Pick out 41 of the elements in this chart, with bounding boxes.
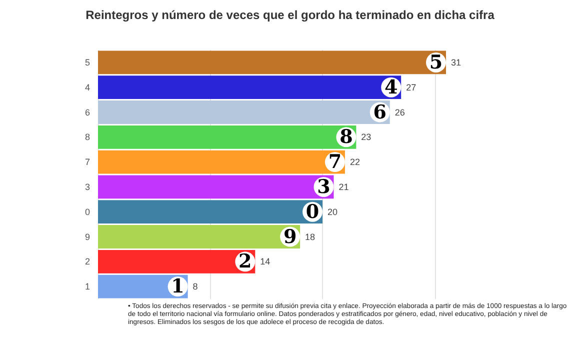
bar — [98, 100, 390, 124]
bar — [98, 250, 256, 274]
bar — [98, 50, 446, 74]
data-label: 14 — [260, 256, 270, 267]
category-label: 9 — [283, 226, 297, 248]
data-label: 27 — [406, 82, 416, 92]
y-tick-label: 2 — [84, 256, 90, 267]
data-label: 26 — [394, 107, 405, 118]
bar — [98, 200, 323, 224]
bar — [98, 125, 356, 149]
data-label: 21 — [338, 182, 349, 192]
bar — [98, 76, 402, 100]
category-label: 1 — [171, 276, 184, 298]
category-label: 3 — [317, 176, 330, 198]
data-label: 18 — [305, 232, 316, 242]
bar — [98, 175, 334, 199]
y-tick-label: 3 — [84, 182, 90, 192]
y-tick-label: 6 — [84, 107, 90, 118]
category-label: 0 — [306, 200, 320, 223]
data-label: 20 — [328, 206, 338, 217]
y-tick-label: 9 — [84, 232, 90, 242]
category-label: 8 — [340, 126, 353, 148]
bar — [98, 150, 345, 174]
y-tick-label: 1 — [84, 282, 90, 292]
category-label: 6 — [373, 101, 386, 124]
data-label: 8 — [192, 282, 198, 292]
y-tick-label: 0 — [84, 206, 90, 217]
category-label: 5 — [429, 51, 443, 74]
y-tick-label: 7 — [84, 157, 90, 168]
data-label: 22 — [350, 157, 360, 168]
data-label: 31 — [451, 57, 462, 68]
y-tick-label: 4 — [84, 82, 90, 92]
bar — [98, 225, 300, 248]
category-label: 2 — [238, 250, 252, 273]
y-tick-label: 5 — [84, 57, 90, 68]
y-tick-label: 8 — [84, 132, 90, 142]
data-label: 23 — [361, 132, 372, 142]
category-label: 7 — [328, 151, 342, 174]
category-label: 4 — [384, 76, 398, 98]
chart-title: Reintegros y número de veces que el gordo ha terminado en dicha cifra — [86, 8, 495, 22]
bar — [98, 274, 188, 298]
